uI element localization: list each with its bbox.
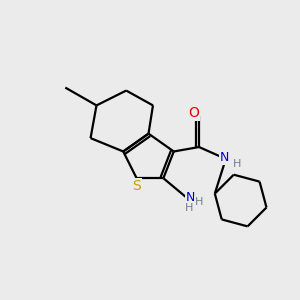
Text: H: H <box>233 159 241 169</box>
Text: O: O <box>188 106 199 120</box>
Text: N: N <box>185 191 195 204</box>
Text: N: N <box>220 151 229 164</box>
Text: H: H <box>184 203 193 213</box>
Text: H: H <box>195 197 203 207</box>
Text: S: S <box>132 179 141 193</box>
